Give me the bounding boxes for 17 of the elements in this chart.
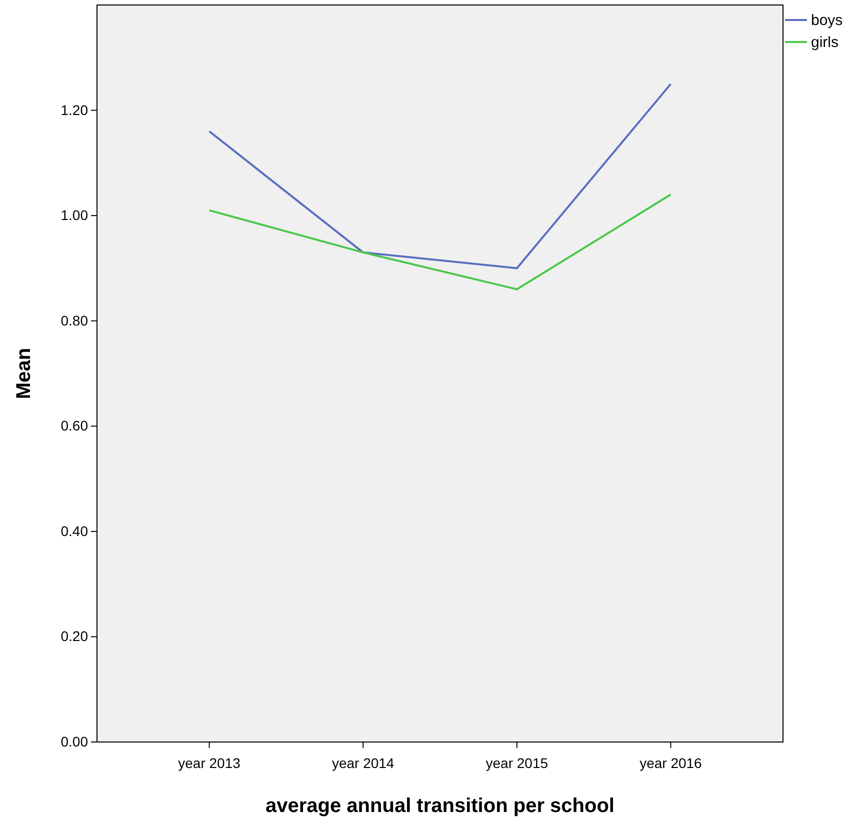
y-tick-label: 1.00 [60,207,88,224]
line-series [208,194,672,290]
y-axis-title: Mean [13,348,35,400]
x-tick-label: year 2014 [332,754,394,771]
x-tick-label: year 2013 [178,754,241,771]
x-tick-label: year 2015 [486,754,548,771]
y-tick-label: 0.20 [60,628,88,644]
legend-label: boys [811,12,843,29]
x-axis-title: average annual transition per school [266,795,614,817]
y-tick-label: 0.80 [60,312,88,328]
x-tick-label: year 2016 [640,754,702,771]
legend-label: girls [811,34,839,51]
y-tick-label: 0.60 [60,418,88,434]
y-tick-label: 0.00 [60,733,88,750]
line-series [208,82,672,270]
y-tick-label: 1.20 [60,102,88,118]
y-tick-label: 0.40 [60,522,88,539]
